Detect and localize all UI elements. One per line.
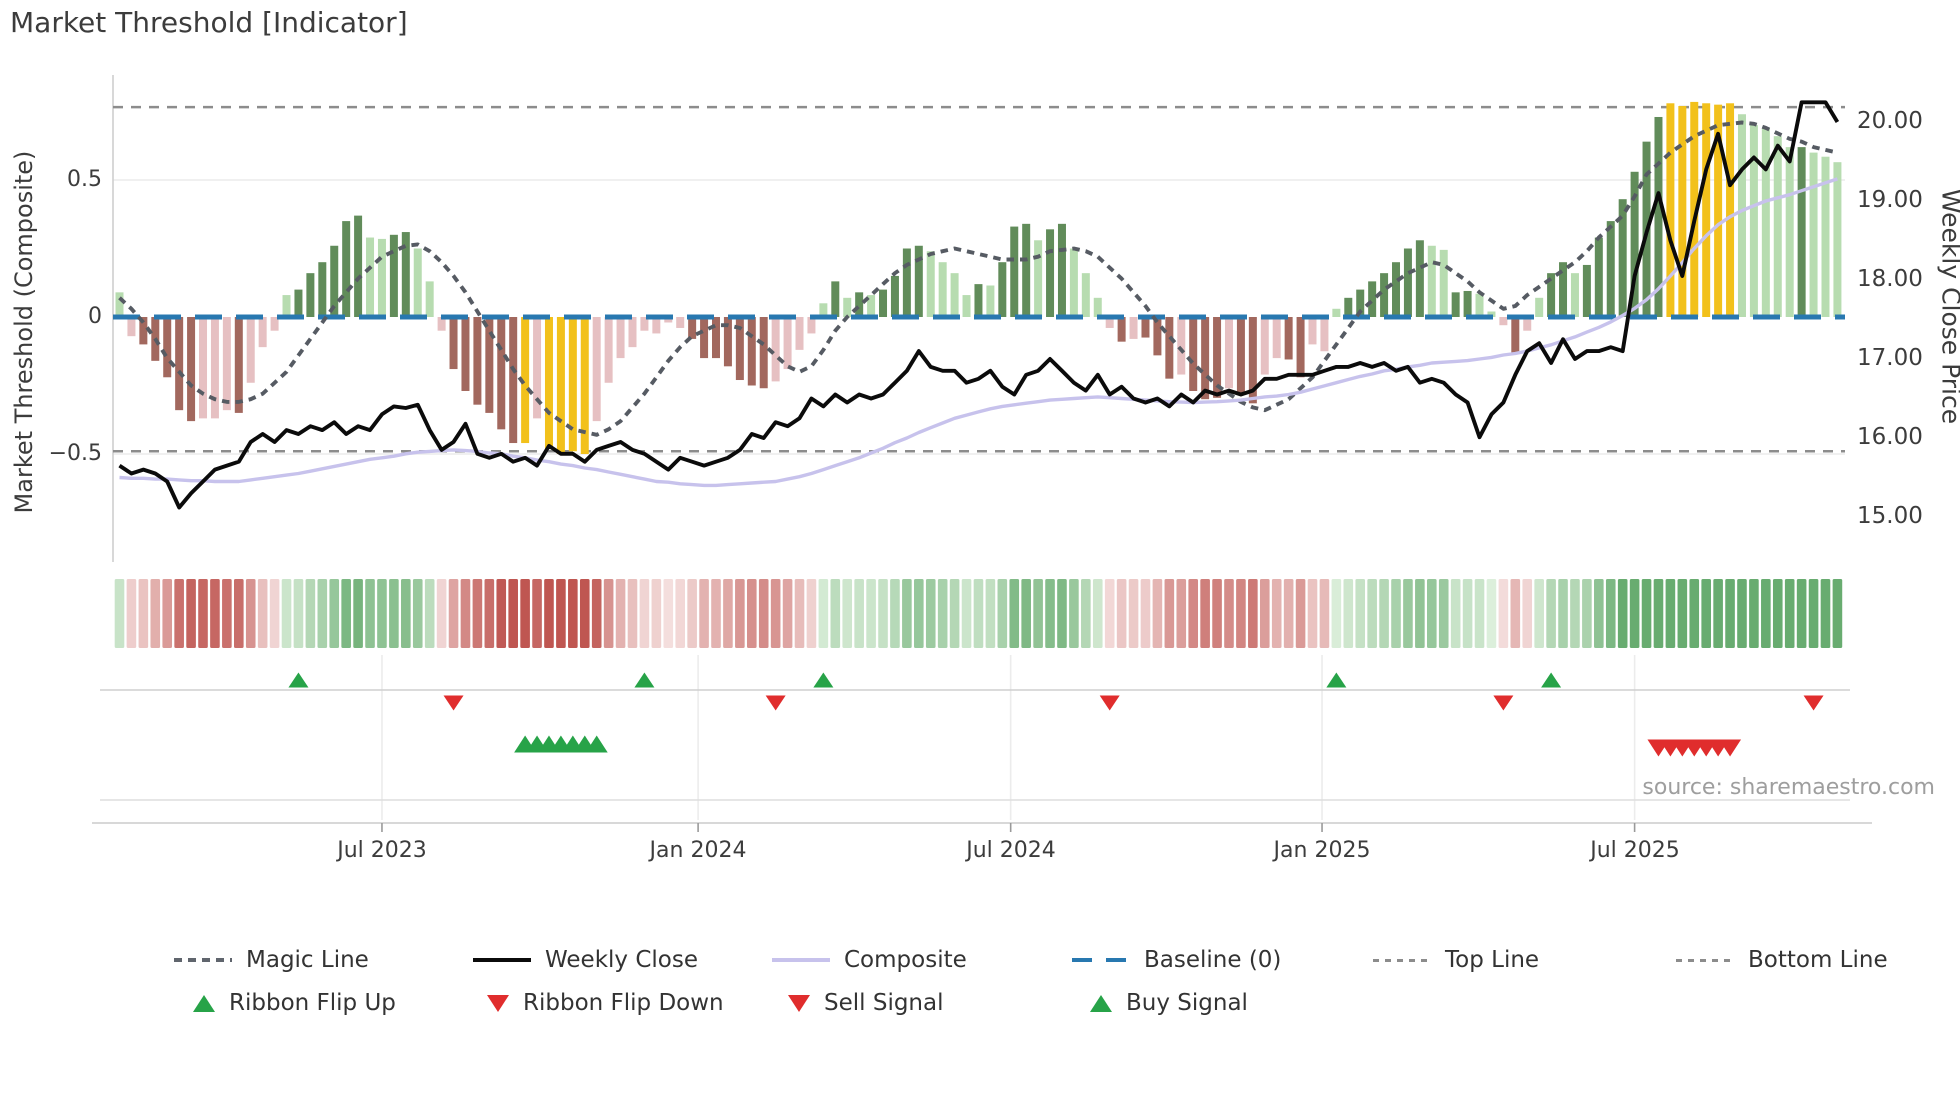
- composite-swatch-icon: [772, 958, 830, 962]
- legend-label: Buy Signal: [1126, 990, 1248, 1016]
- legend-label: Bottom Line: [1748, 947, 1888, 973]
- legend-item-ribbon-flip-down: Ribbon Flip Down: [487, 988, 724, 1018]
- right-axis-tick: 18.00: [1857, 266, 1923, 292]
- red-down-triangle-icon: [788, 994, 810, 1012]
- legend-label: Sell Signal: [824, 990, 944, 1016]
- legend-item-bottom-line: Bottom Line: [1676, 945, 1888, 975]
- magic-line: [118, 120, 1838, 437]
- right-axis-tick: 20.00: [1857, 108, 1923, 134]
- top-line-swatch-icon: [1373, 958, 1431, 962]
- green-up-triangle-icon: [1090, 994, 1112, 1012]
- x-axis-tick: Jan 2024: [649, 838, 747, 863]
- legend-item-composite: Composite: [772, 945, 967, 975]
- composite-line: [119, 177, 1838, 488]
- legend-label: Top Line: [1445, 947, 1540, 973]
- legend-label: Composite: [844, 947, 967, 973]
- x-axis-tick: Jan 2025: [1273, 838, 1371, 863]
- legend-label: Ribbon Flip Down: [523, 990, 724, 1016]
- legend-item-buy-signal: Buy Signal: [1090, 988, 1248, 1018]
- signal-panel: [100, 655, 1850, 820]
- weekly-close-swatch-icon: [473, 958, 531, 962]
- legend-item-baseline: Baseline (0): [1072, 945, 1281, 975]
- x-axis-tick: Jul 2025: [1590, 838, 1680, 863]
- x-axis-tick: Jul 2023: [337, 838, 427, 863]
- threshold-lines: [113, 105, 1845, 453]
- legend-item-sell-signal: Sell Signal: [788, 988, 944, 1018]
- right-axis-tick: 16.00: [1857, 424, 1923, 450]
- bottom-line-swatch-icon: [1676, 958, 1734, 962]
- buy-signal-markers: [514, 735, 608, 753]
- left-axis-title: Market Threshold (Composite): [10, 150, 38, 514]
- right-axis-tick: 17.00: [1857, 345, 1923, 371]
- right-axis-tick: 19.00: [1857, 187, 1923, 213]
- baseline-swatch-icon: [1072, 958, 1130, 962]
- source-note: source: sharemaestro.com: [1642, 775, 1935, 800]
- left-axis-tick: −0.5: [48, 441, 102, 466]
- legend-item-weekly-close: Weekly Close: [473, 945, 698, 975]
- legend-label: Baseline (0): [1144, 947, 1282, 973]
- ribbon-strip: [114, 579, 1843, 648]
- legend-label: Ribbon Flip Up: [229, 990, 396, 1016]
- left-axis-tick: 0.5: [67, 167, 102, 192]
- right-axis-title: Weekly Close Price: [1936, 188, 1960, 425]
- x-axis: [92, 822, 1872, 832]
- legend-item-top-line: Top Line: [1373, 945, 1539, 975]
- sell-signal-markers: [1647, 739, 1742, 757]
- chart-title: Market Threshold [Indicator]: [10, 6, 408, 39]
- green-up-triangle-icon: [193, 994, 215, 1012]
- legend-label: Magic Line: [246, 947, 369, 973]
- magic-line-swatch-icon: [174, 958, 232, 962]
- ribbon-flip-down-markers: [443, 695, 1824, 711]
- left-axis-tick: 0: [88, 304, 102, 329]
- composite-bars: [115, 101, 1842, 454]
- weekly-close-line: [118, 100, 1840, 510]
- legend-item-magic-line: Magic Line: [174, 945, 369, 975]
- red-down-triangle-icon: [487, 994, 509, 1012]
- ribbon-flip-up-markers: [288, 672, 1562, 688]
- legend-label: Weekly Close: [545, 947, 698, 973]
- legend-item-ribbon-flip-up: Ribbon Flip Up: [193, 988, 396, 1018]
- x-axis-tick: Jul 2024: [966, 838, 1056, 863]
- right-axis-tick: 15.00: [1857, 503, 1923, 529]
